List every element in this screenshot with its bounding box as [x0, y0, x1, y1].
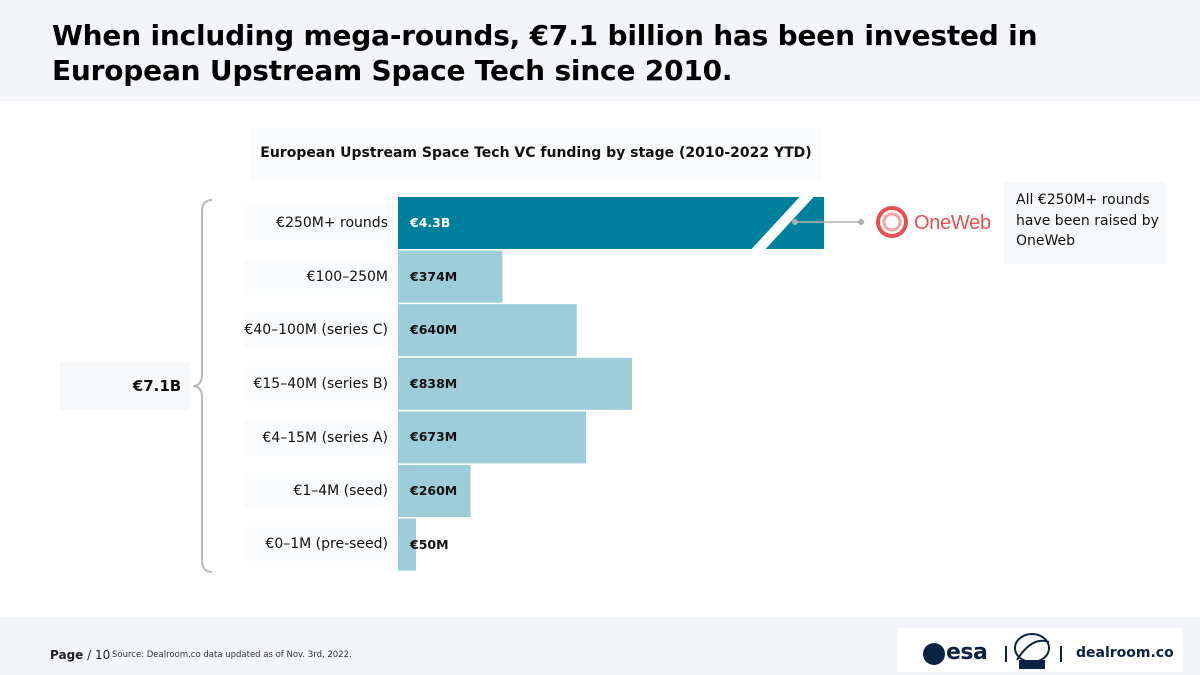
oneweb-logo-icon — [876, 206, 908, 238]
bar-plot-svg — [398, 197, 864, 571]
category-label: €40–100M (series C) — [244, 312, 396, 348]
bar-value-label: €374M — [410, 268, 458, 284]
page-label: Page — [50, 648, 84, 662]
oneweb-logo-text: OneWeb — [914, 212, 991, 234]
source-note: Source: Dealroom.co data updated as of N… — [112, 650, 352, 660]
page-number: / 10 — [87, 648, 111, 662]
logo-divider — [1060, 646, 1062, 662]
bar — [398, 465, 471, 517]
bar-value-label: €673M — [410, 429, 458, 445]
bar-value-label: €260M — [410, 483, 458, 498]
bar — [398, 518, 416, 571]
page-title: When including mega-rounds, €7.1 billion… — [52, 19, 1038, 87]
category-label: €15–40M (series B) — [244, 366, 396, 402]
award-logo-icon — [1014, 633, 1050, 669]
bar-value-label: €50M — [410, 536, 449, 552]
bar — [398, 250, 503, 303]
page-indicator: Page / 10 — [50, 647, 110, 663]
category-label: €250M+ rounds — [244, 205, 396, 241]
total-label: €7.1B — [132, 377, 182, 395]
total-box — [60, 362, 190, 410]
connector-dot — [792, 219, 798, 225]
chart-title: European Upstream Space Tech VC funding … — [250, 128, 822, 182]
bar — [398, 357, 632, 410]
logo-divider — [1005, 646, 1007, 662]
bar — [398, 411, 586, 464]
bar-plot: €4.3B €374M €640M €838M €673M €260M €50M — [398, 197, 878, 577]
bar — [398, 197, 824, 249]
category-label: €4–15M (series A) — [244, 420, 396, 456]
esa-logo-text: esa — [946, 640, 988, 665]
category-label: €0–1M (pre-seed) — [244, 526, 396, 562]
esa-logo-icon — [923, 643, 945, 665]
axis-break-mark — [751, 197, 814, 249]
category-label: €100–250M — [244, 259, 396, 295]
annotation-box — [1004, 182, 1166, 264]
bar-value-label: €4.3B — [410, 215, 451, 230]
brace-icon — [192, 199, 213, 573]
bar-value-label: €838M — [410, 375, 458, 391]
bar-value-label: €640M — [410, 322, 458, 338]
annotation-note: All €250M+ rounds have been raised by On… — [1016, 192, 1159, 249]
header-band — [0, 0, 1200, 102]
connector-dot — [858, 219, 864, 225]
category-label: €1–4M (seed) — [244, 473, 396, 509]
bar — [398, 304, 577, 357]
dealroom-logo-text: dealroom.co — [1076, 645, 1174, 661]
